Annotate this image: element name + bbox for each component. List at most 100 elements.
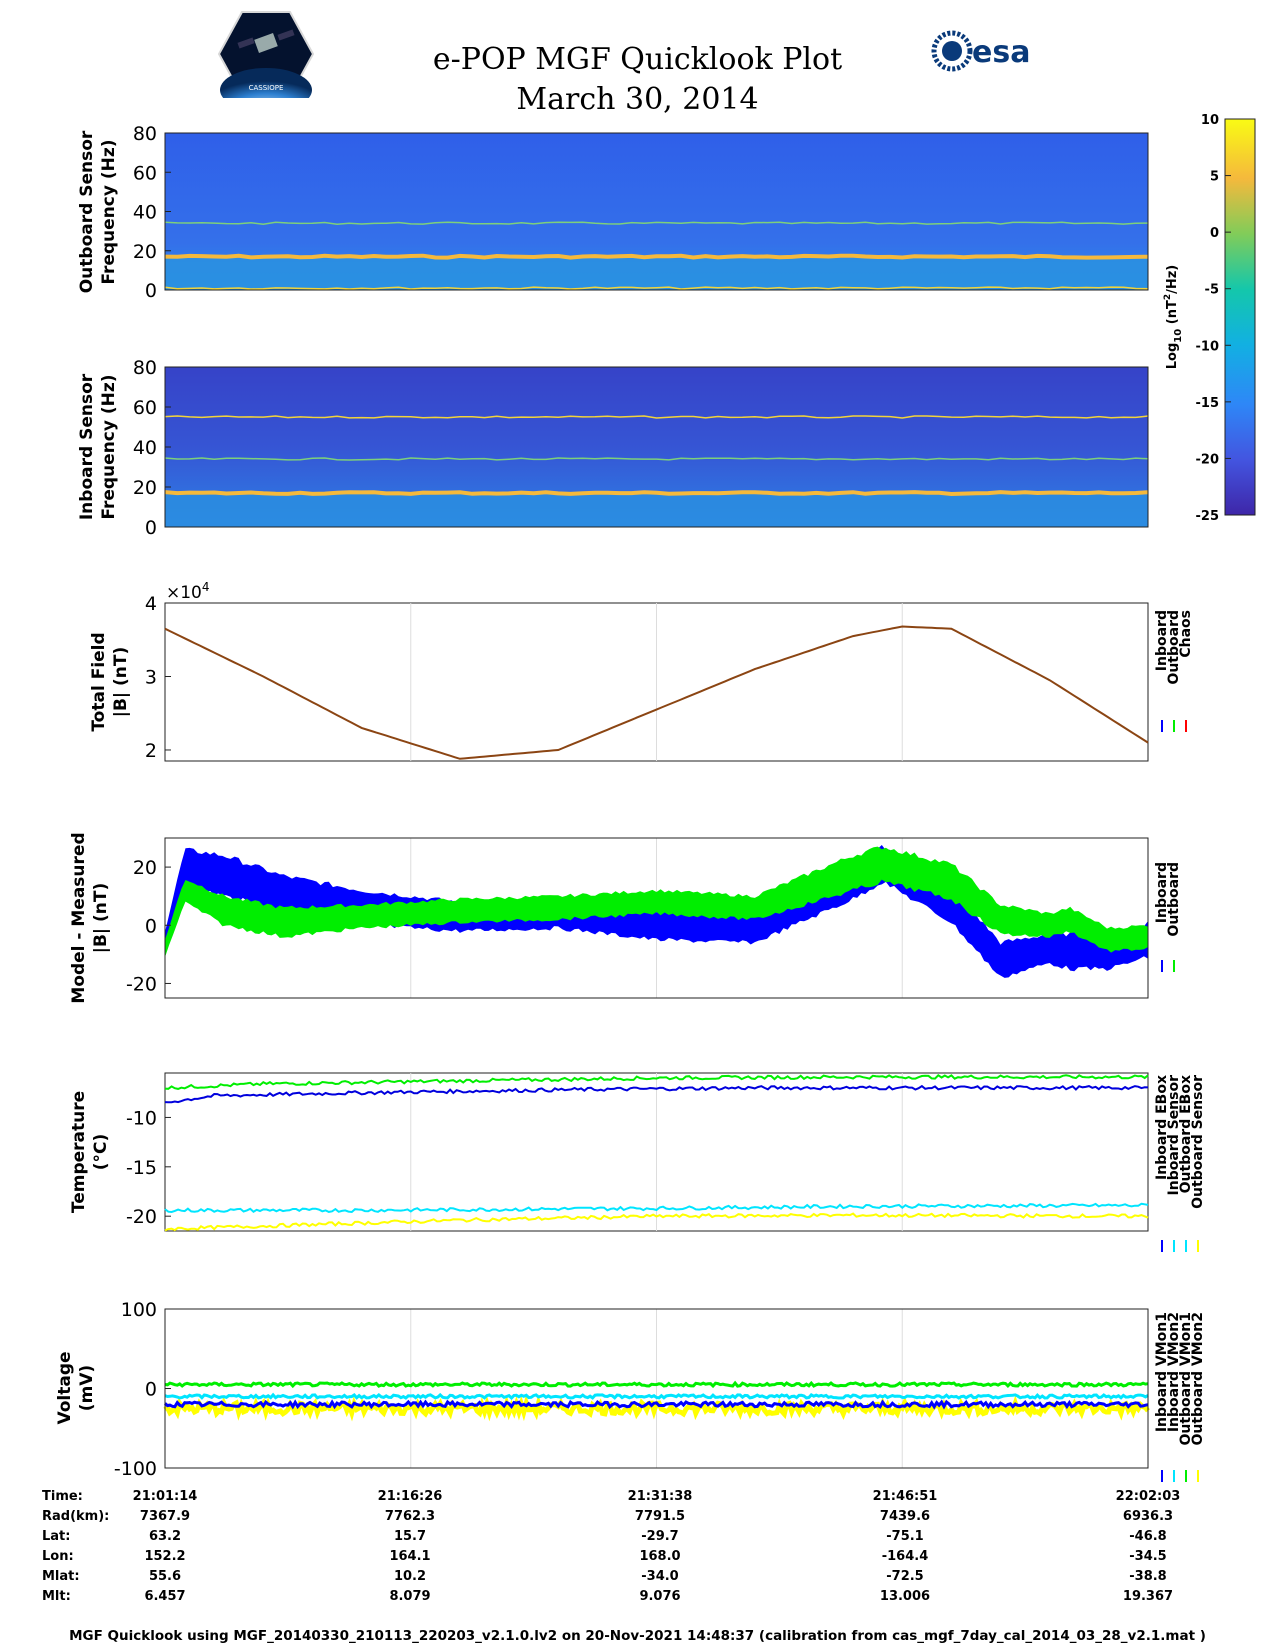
model-measured-ytick-label: 0 <box>145 915 157 937</box>
ephemeris-value: 152.2 <box>144 1549 185 1564</box>
inboard-ylabel-1: Inboard Sensor <box>77 373 97 520</box>
temperature-panel: -10 -15 -20 Temperature (°C) Inboard EBoxI… <box>69 1072 1206 1252</box>
colorbar-tick-label: 0 <box>1210 226 1219 241</box>
colorbar-gradient <box>1224 118 1256 516</box>
esa-logo: esa <box>930 30 1040 72</box>
inboard-low-band <box>165 492 1148 527</box>
total-field-ylabel-2: |B| (nT) <box>111 647 131 718</box>
svg-text:CASSIOPE: CASSIOPE <box>249 84 284 92</box>
ephemeris-value: -38.8 <box>1129 1569 1166 1584</box>
spectrogram-0-ytick-label: 80 <box>133 123 157 145</box>
ephemeris-value: 6936.3 <box>1123 1509 1173 1524</box>
ephemeris-value: -75.1 <box>886 1529 923 1544</box>
legend-label: Inboard EBox <box>1154 1075 1170 1180</box>
colorbar-tick-label: -20 <box>1196 452 1220 467</box>
ephemeris-label: Rad(km): <box>42 1509 109 1524</box>
ephemeris-value: 10.2 <box>394 1569 426 1584</box>
ephemeris-label: Lat: <box>42 1529 70 1544</box>
svg-text:esa: esa <box>972 35 1030 70</box>
ephemeris-value: 19.367 <box>1123 1589 1173 1604</box>
legend-label: Outboard <box>1166 862 1182 937</box>
voltage-series-outboard-vmon1 <box>164 1392 1149 1401</box>
voltage-series-inboard-vmon2 <box>164 1380 1149 1389</box>
ephemeris-value: 21:16:26 <box>378 1489 443 1504</box>
outboard-ylabel-1: Outboard Sensor <box>77 130 97 293</box>
model-measured-ylabel-1: Model - Measured <box>69 832 89 1003</box>
ephemeris-value: 22:02:03 <box>1116 1489 1181 1504</box>
ephemeris-value: -46.8 <box>1129 1529 1166 1544</box>
outboard-low-band <box>165 258 1148 290</box>
page-title-line1: e-POP MGF Quicklook Plot <box>432 42 843 77</box>
model-measured-ytick-label: -20 <box>126 973 157 995</box>
ephemeris-value: 7439.6 <box>880 1509 930 1524</box>
ephemeris-value: -29.7 <box>641 1529 678 1544</box>
ephemeris-value: -164.4 <box>882 1549 929 1564</box>
temperature-series-outboard-ebox <box>164 1202 1149 1214</box>
temperature-series-inboard-sensor <box>164 1084 1149 1104</box>
spectral-feature-line <box>164 415 1149 419</box>
ephemeris-value: 21:46:51 <box>873 1489 938 1504</box>
spectrogram-0-ytick-label: 60 <box>133 162 157 184</box>
total-field-ytick-label: 2 <box>145 740 157 762</box>
colorbar-tick-label: -10 <box>1196 339 1220 354</box>
spectrogram-0-ytick-label: 0 <box>145 280 157 302</box>
total-field-ytick-label: 4 <box>145 593 157 615</box>
voltage-ytick-label: 100 <box>121 1299 157 1321</box>
legend-label: Inboard Sensor <box>1166 1075 1182 1196</box>
temperature-ylabel-1: Temperature <box>69 1091 89 1213</box>
ephemeris-value: 164.1 <box>389 1549 430 1564</box>
spectral-feature-line <box>164 490 1149 497</box>
ephemeris-value: 63.2 <box>149 1529 181 1544</box>
legend-label: Inboard VMon2 <box>1166 1312 1182 1432</box>
ephemeris-value: -34.5 <box>1129 1549 1166 1564</box>
legend-label: Outboard VMon2 <box>1190 1312 1206 1446</box>
outboard-spectrogram-panel: 80 60 40 20 0 Outboard Sensor Frequency (Hz) <box>77 123 1149 302</box>
ephemeris-value: 21:01:14 <box>133 1489 198 1504</box>
ephemeris-value: 168.0 <box>639 1549 680 1564</box>
voltage-ytick-label: -100 <box>114 1458 157 1480</box>
spectrogram-1-ytick-label: 80 <box>133 357 157 379</box>
colorbar-tick-label: 10 <box>1201 113 1219 128</box>
colorbar-tick-label: -15 <box>1196 396 1220 411</box>
legend-label: Inboard <box>1154 610 1170 671</box>
ephemeris-value: 7762.3 <box>385 1509 435 1524</box>
legend-label: Chaos <box>1178 610 1194 658</box>
ephemeris-label: Mlt: <box>42 1589 71 1604</box>
ephemeris-value: 7367.9 <box>140 1509 190 1524</box>
ephemeris-label: Lon: <box>42 1549 74 1564</box>
model-measured-ytick-label: 20 <box>133 857 157 879</box>
ephemeris-value: 6.457 <box>144 1589 185 1604</box>
ephemeris-value: 9.076 <box>639 1589 680 1604</box>
spectrogram-0-ytick-label: 20 <box>133 241 157 263</box>
inboard-ylabel-2: Frequency (Hz) <box>99 374 119 519</box>
legend-label: Inboard VMon1 <box>1154 1312 1170 1432</box>
model-measured-panel: 20 0 -20 Model - Measured |B| (nT) Inboard… <box>69 832 1182 1003</box>
total-field-line <box>164 625 1149 760</box>
voltage-panel: 100 0 -100 Voltage (mV) Inboard VMon1Inboa… <box>55 1299 1206 1482</box>
footer-caption: MGF Quicklook using MGF_20140330_210113_… <box>69 1628 1206 1644</box>
page-title-line2: March 30, 2014 <box>516 82 759 117</box>
voltage-ytick-label: 0 <box>145 1379 157 1401</box>
spectrogram-1-ytick-label: 20 <box>133 477 157 499</box>
ephemeris-table: Time: Rad(km): Lat: Lon: Mlat: Mlt: 21:01:14 73… <box>42 1489 1180 1604</box>
ephemeris-value: 15.7 <box>394 1529 426 1544</box>
temperature-series-inboard-ebox <box>164 1074 1149 1090</box>
colorbar-tick-label: -5 <box>1205 283 1219 298</box>
temperature-ytick-label: -15 <box>126 1157 157 1179</box>
colorbar-tick-label: 5 <box>1210 170 1219 185</box>
spectral-feature-line <box>164 286 1149 290</box>
spectral-feature-line <box>164 221 1149 226</box>
total-field-exponent: ×104 <box>166 580 210 603</box>
spectrogram-1-ytick-label: 0 <box>145 517 157 539</box>
spectrogram-1-ytick-label: 40 <box>133 437 157 459</box>
colorbar: 10 5 0 -5 -10 -15 -20 -25 Log10 (nT2/Hz) <box>1163 113 1256 524</box>
temperature-ylabel-2: (°C) <box>91 1134 111 1171</box>
legend-label: Outboard Sensor <box>1190 1075 1206 1209</box>
voltage-series-inboard-vmon1 <box>164 1399 1149 1410</box>
spectrogram-1-ytick-label: 60 <box>133 397 157 419</box>
total-field-ylabel-1: Total Field <box>89 632 109 731</box>
temperature-ytick-label: -10 <box>126 1107 157 1129</box>
